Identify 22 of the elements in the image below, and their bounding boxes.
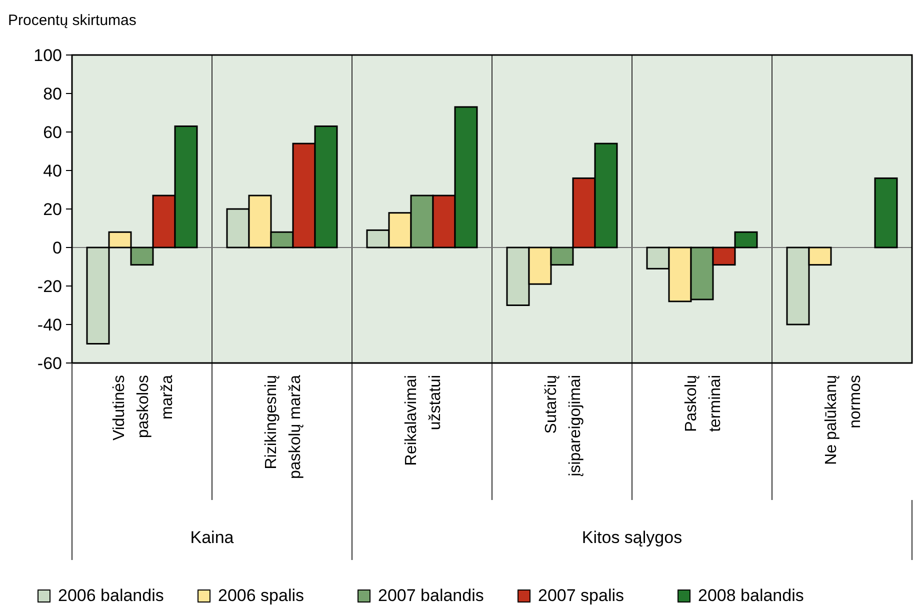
y-axis-title: Procentų skirtumas: [8, 12, 136, 29]
y-tick-label: 40: [43, 161, 62, 180]
y-tick-label: 60: [43, 122, 62, 142]
text: Kaina: [190, 528, 234, 547]
legend-label: 2007 balandis: [378, 586, 484, 605]
legend-label: 2006 spalis: [218, 586, 304, 605]
y-tick-label: 20: [43, 200, 62, 219]
x-tick-label: Ne palūkanų normos: [823, 374, 864, 465]
x-tick-label: Sutarčių įsipareigojimai: [543, 374, 584, 476]
y-tick-label: -40: [37, 315, 62, 334]
y-tick-label: 0: [52, 238, 62, 258]
x-tick-label: Paskolų terminai: [683, 374, 724, 432]
text: Kitos sąlygos: [582, 528, 682, 547]
y-tick-label: 80: [43, 84, 62, 104]
y-tick-label: -60: [37, 354, 62, 373]
legend-label: 2007 spalis: [538, 586, 624, 605]
x-tick-label: Vidutinės paskolos marža: [111, 374, 176, 441]
legend-label: 2006 balandis: [58, 586, 164, 605]
y-tick-label: 100: [34, 46, 62, 65]
legend-label: 2008 balandis: [698, 586, 804, 605]
x-tick-label: Reikalavimai užstatui: [403, 375, 444, 466]
y-tick-label: -20: [37, 276, 62, 296]
